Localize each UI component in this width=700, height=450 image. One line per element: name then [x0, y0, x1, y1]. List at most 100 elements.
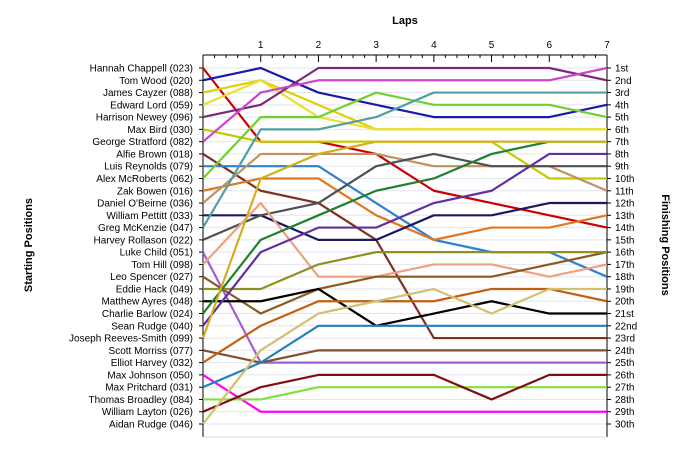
series-line [202, 91, 608, 180]
series-line [202, 287, 607, 425]
x-tick-label: 6 [547, 40, 553, 51]
starting-position-label: Aidan Rudge (046) [109, 420, 193, 431]
finishing-position-label: 8th [615, 149, 629, 160]
series-line [203, 251, 607, 291]
finishing-position-label: 27th [615, 383, 634, 394]
starting-position-label: Eddie Hack (049) [116, 284, 193, 295]
finishing-position-label: 1st [615, 64, 629, 75]
series-line [203, 287, 607, 327]
starting-position-label: Charlie Barlow (024) [102, 309, 193, 320]
starting-position-label: Max Bird (030) [127, 125, 193, 136]
starting-position-label: George Stratford (082) [92, 137, 193, 148]
series-line [202, 251, 607, 364]
series-line [202, 152, 607, 327]
series-line [202, 324, 607, 389]
starting-position-label: Harrison Newey (096) [96, 113, 193, 124]
finishing-position-label: 28th [615, 395, 634, 406]
starting-position-label: James Cayzer (088) [103, 88, 193, 99]
finishing-position-label: 23rd [615, 334, 635, 345]
starting-position-label: Leo Spencer (027) [110, 272, 193, 283]
series-line [202, 152, 607, 241]
starting-position-label: William Layton (026) [102, 407, 193, 418]
finishing-position-label: 12th [615, 199, 634, 210]
finishing-position-label: 2nd [615, 76, 632, 87]
finishing-position-label: 30th [615, 420, 634, 431]
finishing-position-label: 5th [615, 113, 629, 124]
axes [199, 54, 611, 438]
starting-position-label: Harvey Rollason (022) [94, 235, 194, 246]
y-axis-title-left: Starting Positions [23, 198, 35, 292]
finishing-position-label: 20th [615, 297, 634, 308]
series-line [202, 91, 607, 229]
starting-position-label: Max Pritchard (031) [105, 383, 193, 394]
x-tick-label: 7 [604, 40, 610, 51]
finishing-position-label: 19th [615, 284, 634, 295]
series-line [202, 66, 608, 143]
finishing-position-label: 16th [615, 248, 634, 259]
series-line [202, 373, 607, 413]
starting-position-label: Joseph Reeves-Smith (099) [69, 334, 193, 345]
series-line [202, 153, 607, 340]
x-tick-label: 1 [258, 40, 264, 51]
finishing-position-label: 7th [615, 137, 629, 148]
series-line [202, 373, 607, 413]
series-line [202, 251, 608, 315]
starting-position-label: Luis Reynolds (079) [104, 162, 193, 173]
starting-position-label: Edward Lord (059) [110, 100, 193, 111]
starting-position-label: Daniel O'Beirne (036) [97, 199, 193, 210]
x-tick-label: 5 [489, 40, 495, 51]
series-line [201, 140, 607, 339]
starting-position-label: Greg McKenzie (047) [98, 223, 193, 234]
finishing-position-label: 21st [615, 309, 634, 320]
finishing-position-label: 11th [615, 186, 634, 197]
series-line [202, 287, 608, 364]
finishing-position-label: 13th [615, 211, 634, 222]
series-line [202, 66, 608, 119]
finishing-position-label: 4th [615, 100, 629, 111]
x-axis-title: Laps [392, 15, 418, 27]
grid [203, 67, 607, 425]
starting-position-label: William Pettitt (033) [106, 211, 193, 222]
starting-position-label: Tom Hill (098) [131, 260, 193, 271]
starting-position-label: Alfie Brown (018) [116, 149, 193, 160]
series-line [203, 201, 607, 241]
finishing-position-label: 29th [615, 407, 634, 418]
finishing-position-label: 18th [615, 272, 634, 283]
finishing-position-label: 25th [615, 358, 634, 369]
starting-position-label: Sean Rudge (040) [111, 321, 193, 332]
starting-position-label: Hannah Chappell (023) [90, 64, 193, 75]
finishing-position-label: 24th [615, 346, 634, 357]
starting-position-label: Zak Bowen (016) [117, 186, 193, 197]
series-line [202, 349, 607, 364]
finishing-position-label: 26th [615, 370, 634, 381]
starting-position-label: Elliot Harvey (032) [111, 358, 193, 369]
left-labels: Hannah Chappell (023)Tom Wood (020)James… [69, 64, 193, 431]
x-tick-label: 3 [373, 40, 379, 51]
x-ticks: 1 2 3 4 5 6 7 [258, 40, 610, 51]
series-line [202, 177, 608, 241]
finishing-position-label: 22nd [615, 321, 637, 332]
y-axis-title-right: Finishing Positions [659, 194, 671, 295]
finishing-position-label: 10th [615, 174, 634, 185]
series-lines [201, 66, 608, 425]
x-tick-label: 2 [316, 40, 322, 51]
finishing-position-label: 9th [615, 162, 629, 173]
starting-position-label: Matthew Ayres (048) [101, 297, 193, 308]
finishing-position-label: 3rd [615, 88, 629, 99]
starting-position-label: Max Johnson (050) [107, 370, 193, 381]
starting-position-label: Tom Wood (020) [119, 76, 193, 87]
series-line [202, 66, 608, 119]
right-labels: 1st2nd3rd4th5th6th7th8th9th10th11th12th1… [615, 64, 637, 431]
series-line [202, 201, 608, 278]
finishing-position-label: 6th [615, 125, 629, 136]
starting-position-label: Luke Child (051) [120, 248, 193, 259]
starting-position-label: Scott Morriss (077) [109, 346, 193, 357]
finishing-position-label: 15th [615, 235, 634, 246]
series-line [203, 165, 608, 278]
finishing-position-label: 17th [615, 260, 634, 271]
finishing-position-label: 14th [615, 223, 634, 234]
series-line [202, 140, 607, 315]
series-line [203, 386, 607, 401]
series-line [202, 79, 607, 131]
